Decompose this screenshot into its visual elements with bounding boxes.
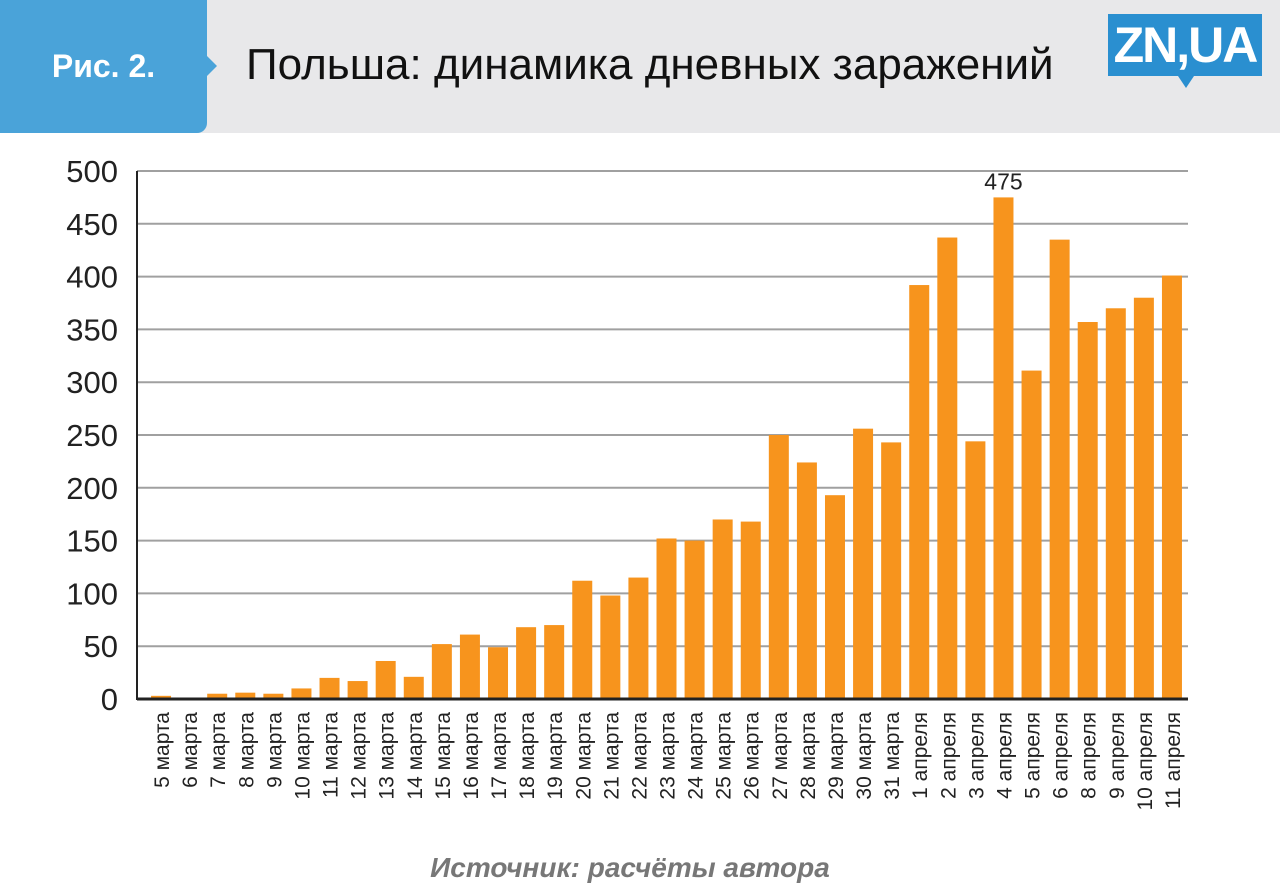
bar — [403, 676, 424, 699]
bar — [1105, 308, 1126, 699]
zn-ua-logo: ZN,UA — [1108, 14, 1262, 88]
x-tick-label: 9 апреля — [1106, 712, 1129, 799]
bar — [768, 435, 789, 699]
x-tick-label: 17 марта — [488, 712, 511, 800]
bar — [712, 519, 733, 699]
bar — [263, 693, 284, 699]
x-tick-label: 8 апреля — [1078, 712, 1101, 799]
x-tick-label: 24 марта — [685, 712, 708, 800]
x-tick-label: 21 марта — [600, 712, 623, 800]
bar — [319, 677, 340, 699]
bar — [824, 495, 845, 699]
bar — [516, 627, 537, 699]
bar — [235, 692, 256, 699]
bar — [431, 644, 452, 699]
x-tick-label: 4 апреля — [993, 712, 1016, 799]
bar — [488, 647, 509, 699]
bar — [1133, 297, 1154, 699]
x-tick-label: 5 апреля — [1022, 712, 1045, 799]
x-tick-label: 25 марта — [713, 712, 736, 800]
x-tick-label: 26 марта — [741, 712, 764, 800]
figure-label-badge: Рис. 2. — [0, 0, 217, 133]
bar — [909, 285, 930, 699]
x-tick-label: 2 апреля — [937, 712, 960, 799]
x-tick-label: 9 марта — [263, 712, 286, 788]
x-tick-label: 11 марта — [320, 712, 343, 798]
y-tick-label: 0 — [101, 682, 118, 717]
data-label: 475 — [984, 168, 1022, 194]
x-tick-label: 20 марта — [572, 712, 595, 800]
y-tick-label: 300 — [66, 365, 118, 400]
y-tick-label: 50 — [84, 629, 118, 664]
figure-label: Рис. 2. — [51, 48, 156, 84]
x-tick-label: 31 марта — [881, 712, 904, 800]
x-tick-label: 3 апреля — [965, 712, 988, 799]
x-tick-label: 5 марта — [151, 712, 174, 788]
chart-title: Польша: динамика дневных заражений — [246, 40, 1054, 89]
x-tick-label: 29 марта — [825, 712, 848, 800]
x-tick-label: 8 марта — [235, 712, 258, 788]
bar — [544, 625, 565, 699]
bar — [965, 441, 986, 699]
bar — [1021, 370, 1042, 699]
y-tick-label: 500 — [66, 154, 118, 189]
bar — [572, 580, 593, 699]
x-tick-label: 10 марта — [291, 712, 314, 800]
bar — [656, 538, 677, 699]
x-tick-label: 18 марта — [516, 712, 539, 800]
bar — [1049, 239, 1070, 699]
bar — [993, 197, 1014, 699]
x-tick-label: 11 апреля — [1162, 712, 1185, 809]
y-tick-label: 250 — [66, 418, 118, 453]
x-tick-label: 15 марта — [432, 712, 455, 800]
bar — [291, 688, 312, 699]
bar — [796, 462, 817, 699]
bar — [740, 521, 761, 699]
x-tick-label: 7 марта — [207, 712, 230, 788]
bar — [207, 693, 228, 699]
x-tick-label: 27 марта — [769, 712, 792, 800]
header: Рис. 2. Польша: динамика дневных заражен… — [0, 0, 1280, 133]
bar — [853, 428, 874, 699]
bar — [600, 595, 621, 699]
bar — [937, 237, 958, 699]
y-tick-label: 100 — [66, 576, 118, 611]
bar — [628, 577, 649, 699]
x-tick-label: 12 марта — [348, 712, 371, 800]
y-tick-label: 200 — [66, 471, 118, 506]
x-tick-label: 19 марта — [544, 712, 567, 800]
x-tick-label: 6 апреля — [1050, 712, 1073, 799]
x-tick-label: 13 марта — [376, 712, 399, 800]
bar — [151, 695, 172, 699]
bar — [684, 540, 705, 699]
y-tick-label: 150 — [66, 524, 118, 559]
x-tick-label: 6 марта — [179, 712, 202, 788]
y-tick-label: 350 — [66, 312, 118, 347]
bar — [1077, 322, 1098, 699]
source-note: Источник: расчёты автора — [430, 852, 830, 883]
x-tick-label: 23 марта — [657, 712, 680, 800]
x-tick-label: 22 марта — [628, 712, 651, 800]
x-tick-label: 28 марта — [797, 712, 820, 800]
bar — [1161, 275, 1182, 699]
bar — [881, 442, 902, 699]
x-tick-label: 1 апреля — [909, 712, 932, 799]
x-tick-label: 10 апреля — [1134, 712, 1157, 811]
bar — [459, 634, 480, 699]
bar — [347, 681, 368, 699]
x-tick-label: 30 марта — [853, 712, 876, 800]
x-tick-label: 16 марта — [460, 712, 483, 800]
bar — [375, 660, 396, 699]
y-tick-label: 400 — [66, 260, 118, 295]
x-tick-label: 14 марта — [404, 712, 427, 800]
y-tick-label: 450 — [66, 207, 118, 242]
